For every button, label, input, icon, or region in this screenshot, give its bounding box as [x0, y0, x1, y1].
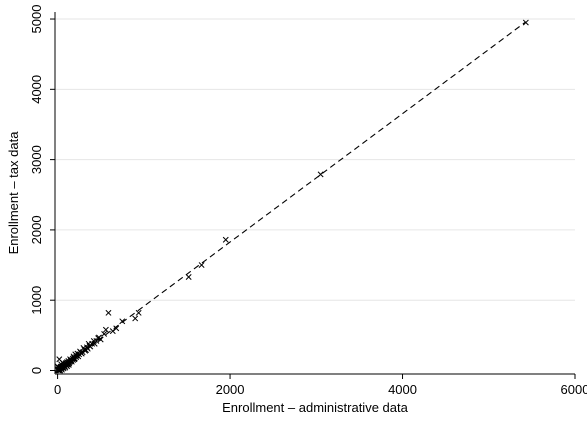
y-tick-label: 1000	[29, 286, 44, 315]
data-point	[101, 330, 108, 337]
ticks-layer: 0 1000 2000 3000 4000 5000 0 2000 4000 6000	[29, 5, 587, 397]
data-point	[73, 354, 80, 361]
data-point	[185, 274, 192, 280]
data-point	[85, 340, 92, 347]
data-point	[57, 367, 64, 374]
data-point	[59, 359, 66, 366]
y-axis-title: Enrollment – tax data	[6, 131, 21, 255]
data-point	[96, 334, 102, 341]
fit-line-layer	[57, 21, 527, 371]
data-point	[93, 338, 100, 344]
data-point	[87, 343, 94, 350]
points-layer	[54, 19, 529, 374]
data-point	[55, 364, 62, 371]
y-tick-label: 0	[29, 367, 44, 374]
data-point	[65, 361, 72, 368]
data-point	[60, 365, 67, 372]
x-tick-label: 2000	[216, 382, 245, 397]
x-tick-label: 6000	[561, 382, 587, 397]
y-tick-label: 2000	[29, 215, 44, 244]
data-point	[109, 328, 116, 335]
data-point	[82, 347, 89, 354]
y-tick-label: 5000	[29, 5, 44, 34]
data-point	[132, 315, 139, 322]
x-tick-label: 0	[54, 382, 61, 397]
data-point	[105, 309, 112, 316]
axes-layer	[54, 12, 575, 375]
data-point	[119, 318, 126, 325]
grid-layer	[55, 18, 575, 301]
data-point	[198, 262, 205, 269]
fit-line	[57, 21, 527, 371]
data-point	[135, 309, 142, 316]
x-tick-label: 4000	[388, 382, 417, 397]
data-point	[91, 340, 98, 347]
data-point	[102, 326, 109, 333]
data-point	[522, 19, 529, 26]
x-axis-title: Enrollment – administrative data	[222, 400, 408, 415]
y-tick-label: 3000	[29, 145, 44, 174]
data-point	[222, 236, 229, 243]
y-tick-label: 4000	[29, 75, 44, 104]
data-point	[317, 171, 324, 178]
